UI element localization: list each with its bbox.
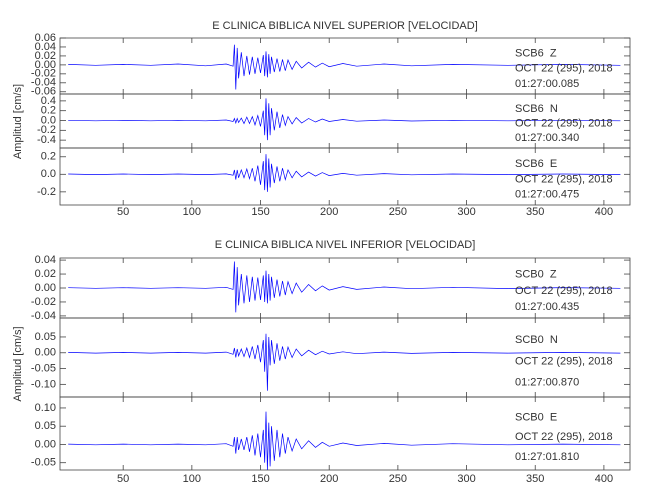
x-tick-label: 300 (457, 473, 475, 485)
y-tick-label: 0.00 (35, 59, 56, 71)
y-tick-label: 0.2 (41, 151, 56, 163)
y-tick-label: 0.00 (35, 438, 56, 450)
y-tick-label: 0.06 (35, 32, 56, 44)
y-tick-label: -0.05 (31, 362, 56, 374)
y-tick-label: -0.04 (31, 310, 56, 322)
x-tick-label: 50 (117, 473, 129, 485)
y-tick-label: 0.10 (35, 402, 56, 414)
waveform (68, 411, 621, 471)
y-tick-label: -0.06 (31, 86, 56, 98)
date-label: OCT 22 (295), 2018 (515, 118, 613, 130)
station-label: SCB0 N (515, 334, 558, 346)
y-tick-label: 0.02 (35, 268, 56, 280)
y-tick-label: -0.02 (31, 296, 56, 308)
y-tick-label: -0.2 (37, 186, 56, 198)
x-tick-label: 50 (117, 206, 129, 218)
y-tick-label: 0.00 (35, 347, 56, 359)
time-label: 01:27:01.810 (515, 451, 579, 463)
x-tick-label: 150 (251, 473, 269, 485)
x-tick-label: 100 (183, 206, 201, 218)
y-axis-label: Amplitud [cm/s] (12, 326, 24, 401)
y-tick-label: 0.05 (35, 331, 56, 343)
date-label: OCT 22 (295), 2018 (515, 431, 613, 443)
y-tick-label: -0.02 (31, 68, 56, 80)
time-label: 01:27:00.870 (515, 377, 579, 389)
x-tick-label: 200 (320, 206, 338, 218)
date-label: OCT 22 (295), 2018 (515, 355, 613, 367)
y-tick-label: -0.4 (37, 134, 56, 146)
x-tick-label: 100 (183, 473, 201, 485)
y-tick-label: -0.10 (31, 378, 56, 390)
y-axis-label: Amplitud [cm/s] (12, 84, 24, 159)
x-tick-label: 400 (595, 206, 613, 218)
waveform (68, 44, 621, 90)
x-tick-label: 150 (251, 206, 269, 218)
y-tick-label: 0.04 (35, 41, 56, 53)
y-tick-label: 0.0 (41, 168, 56, 180)
y-tick-label: 0.00 (35, 282, 56, 294)
y-tick-label: -0.04 (31, 77, 56, 89)
x-tick-label: 250 (389, 206, 407, 218)
y-tick-label: 0.2 (41, 105, 56, 117)
time-label: 01:27:00.435 (515, 301, 579, 313)
y-tick-label: -0.2 (37, 124, 56, 136)
x-tick-label: 250 (389, 473, 407, 485)
waveform (68, 98, 621, 141)
waveform (68, 261, 621, 313)
time-label: 01:27:00.085 (515, 78, 579, 90)
waveform (68, 333, 621, 391)
time-label: 01:27:00.340 (515, 132, 579, 144)
time-label: 01:27:00.475 (515, 189, 579, 201)
y-tick-label: -0.05 (31, 457, 56, 469)
waveform (68, 154, 621, 192)
y-tick-label: 0.0 (41, 114, 56, 126)
x-tick-label: 400 (595, 473, 613, 485)
panel-frame (59, 396, 631, 471)
date-label: OCT 22 (295), 2018 (515, 173, 613, 185)
station-label: SCB6 N (515, 103, 558, 115)
chart-title: E CLINICA BIBLICA NIVEL SUPERIOR [VELOCI… (212, 20, 478, 32)
y-tick-label: 0.04 (35, 254, 56, 266)
date-label: OCT 22 (295), 2018 (515, 285, 613, 297)
y-tick-label: 0.4 (41, 95, 56, 107)
station-label: SCB0 Z (515, 269, 557, 281)
x-tick-label: 350 (526, 473, 544, 485)
panel-frame (59, 147, 631, 206)
y-tick-label: 0.05 (35, 420, 56, 432)
chart-title: E CLINICA BIBLICA NIVEL INFERIOR [VELOCI… (215, 239, 476, 251)
x-tick-label: 350 (526, 206, 544, 218)
station-label: SCB0 E (515, 411, 557, 423)
x-tick-label: 300 (457, 206, 475, 218)
date-label: OCT 22 (295), 2018 (515, 63, 613, 75)
station-label: SCB6 E (515, 158, 557, 170)
x-tick-label: 200 (320, 473, 338, 485)
station-label: SCB6 Z (515, 48, 557, 60)
y-tick-label: 0.02 (35, 50, 56, 62)
